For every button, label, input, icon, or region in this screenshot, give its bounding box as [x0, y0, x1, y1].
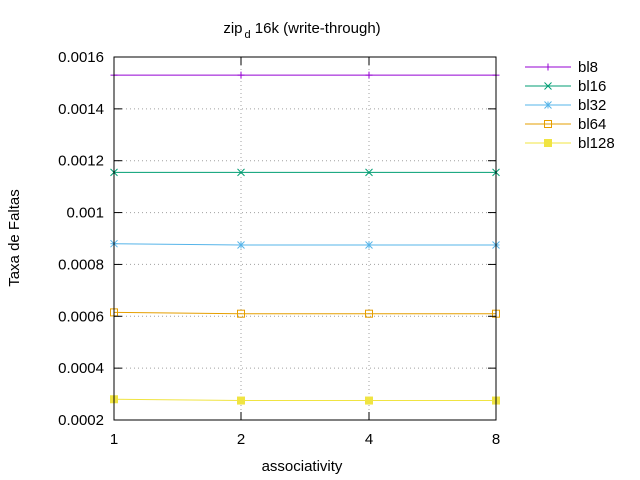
data-point	[237, 241, 245, 249]
legend-item-bl16: bl16	[525, 78, 606, 95]
data-point	[237, 396, 245, 405]
y-tick-label: 0.0014	[58, 101, 104, 118]
marker-stroke	[544, 101, 552, 109]
y-tick-label: 0.0002	[58, 412, 104, 429]
data-point	[365, 309, 373, 318]
data-point	[237, 168, 245, 177]
marker-stroke	[237, 241, 245, 249]
data-point	[365, 241, 373, 249]
chart-title: zip d 16k (write-through)	[223, 20, 380, 41]
marker-shape	[544, 139, 552, 147]
series-line	[113, 398, 496, 402]
data-point	[237, 309, 245, 318]
x-tick-label: 2	[237, 431, 245, 448]
series-bl32	[110, 239, 500, 249]
chart-title-main: zip	[223, 20, 242, 37]
legend-item-bl128: bl128	[525, 135, 615, 152]
y-tick-label: 0.001	[66, 205, 104, 222]
series-line	[113, 243, 496, 246]
x-tick-label: 1	[110, 431, 118, 448]
marker-stroke	[544, 82, 552, 90]
legend-item-bl32: bl32	[525, 97, 606, 114]
y-axis-label: Taxa de Faltas	[6, 189, 23, 287]
x-tick-label: 8	[492, 431, 500, 448]
series-line	[113, 311, 496, 315]
series-bl8	[110, 71, 500, 79]
marker-stroke	[365, 168, 373, 177]
marker-shape	[544, 120, 552, 128]
data-point	[237, 71, 245, 79]
legend-marker	[544, 63, 552, 71]
y-tick-label: 0.0008	[58, 256, 104, 273]
legend-item-bl64: bl64	[525, 116, 606, 133]
legend: bl8 bl16 bl32 bl64 bl128	[525, 59, 615, 152]
marker-shape	[237, 396, 245, 405]
axes: 0.0002 0.0004 0.0006 0.0008 0.001 0.0012 0.001…	[58, 49, 500, 448]
x-axis-label: associativity	[262, 458, 343, 475]
chart-title-subscript: d	[245, 29, 251, 41]
data-point	[365, 396, 373, 405]
legend-marker	[544, 101, 552, 109]
marker-shape	[365, 396, 373, 405]
data-point	[365, 71, 373, 79]
y-tick-label: 0.0004	[58, 360, 104, 377]
series-bl64	[110, 308, 500, 318]
plot-frame	[113, 56, 497, 421]
marker-stroke	[365, 241, 373, 249]
legend-label: bl8	[578, 59, 598, 76]
marker-shape	[365, 309, 373, 318]
legend-marker	[544, 120, 552, 128]
legend-marker	[544, 82, 552, 90]
series-layer	[110, 71, 500, 405]
grid	[114, 57, 496, 420]
y-tick-label: 0.0006	[58, 308, 104, 325]
legend-marker	[544, 139, 552, 147]
chart-title-rest: 16k (write-through)	[251, 20, 381, 37]
legend-item-bl8: bl8	[525, 59, 598, 76]
series-bl16	[110, 168, 500, 177]
legend-label: bl64	[578, 116, 606, 133]
x-tick-label: 4	[365, 431, 373, 448]
data-point	[365, 168, 373, 177]
legend-label: bl32	[578, 97, 606, 114]
marker-shape	[237, 309, 245, 318]
y-tick-label: 0.0012	[58, 153, 104, 170]
legend-label: bl128	[578, 135, 615, 152]
legend-label: bl16	[578, 78, 606, 95]
marker-stroke	[237, 168, 245, 177]
series-bl128	[110, 395, 500, 405]
y-tick-label: 0.0016	[58, 49, 104, 66]
